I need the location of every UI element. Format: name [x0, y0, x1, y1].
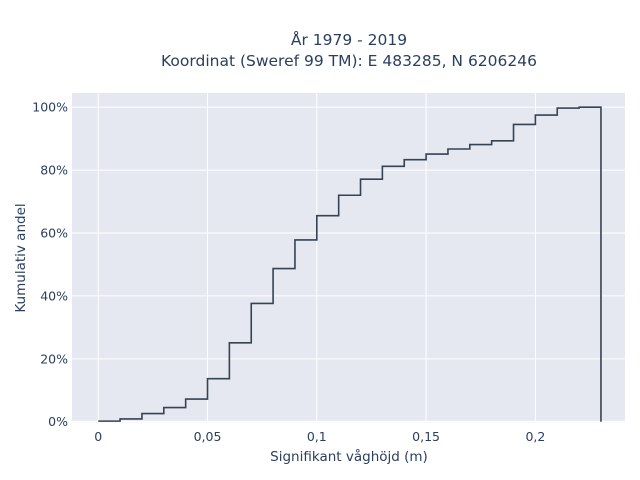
x-tick-label: 0,15: [412, 429, 440, 444]
x-tick-label: 0: [94, 429, 102, 444]
y-tick-label: 20%: [40, 351, 68, 366]
chart-title: År 1979 - 2019: [291, 30, 407, 49]
cumulative-step-line: [98, 106, 602, 422]
y-tick-label: 0%: [48, 414, 68, 429]
y-tick-label: 60%: [40, 225, 68, 240]
y-tick-label: 40%: [40, 288, 68, 303]
x-tick-labels: 0 0,05 0,1 0,15 0,2: [94, 429, 545, 444]
x-tick-label: 0,2: [525, 429, 545, 444]
series-group: [98, 106, 602, 422]
x-tick-label: 0,05: [194, 429, 222, 444]
y-tick-labels: 0% 20% 40% 60% 80% 100%: [32, 100, 68, 430]
y-tick-label: 80%: [40, 163, 68, 178]
plot-area: [72, 93, 625, 423]
y-axis-title: Kumulativ andel: [13, 203, 29, 312]
x-tick-label: 0,1: [307, 429, 327, 444]
y-tick-label: 100%: [32, 100, 68, 115]
chart-subtitle: Koordinat (Sweref 99 TM): E 483285, N 62…: [161, 52, 537, 70]
x-axis-title: Signifikant våghöjd (m): [270, 448, 428, 465]
gridlines: [72, 93, 625, 423]
